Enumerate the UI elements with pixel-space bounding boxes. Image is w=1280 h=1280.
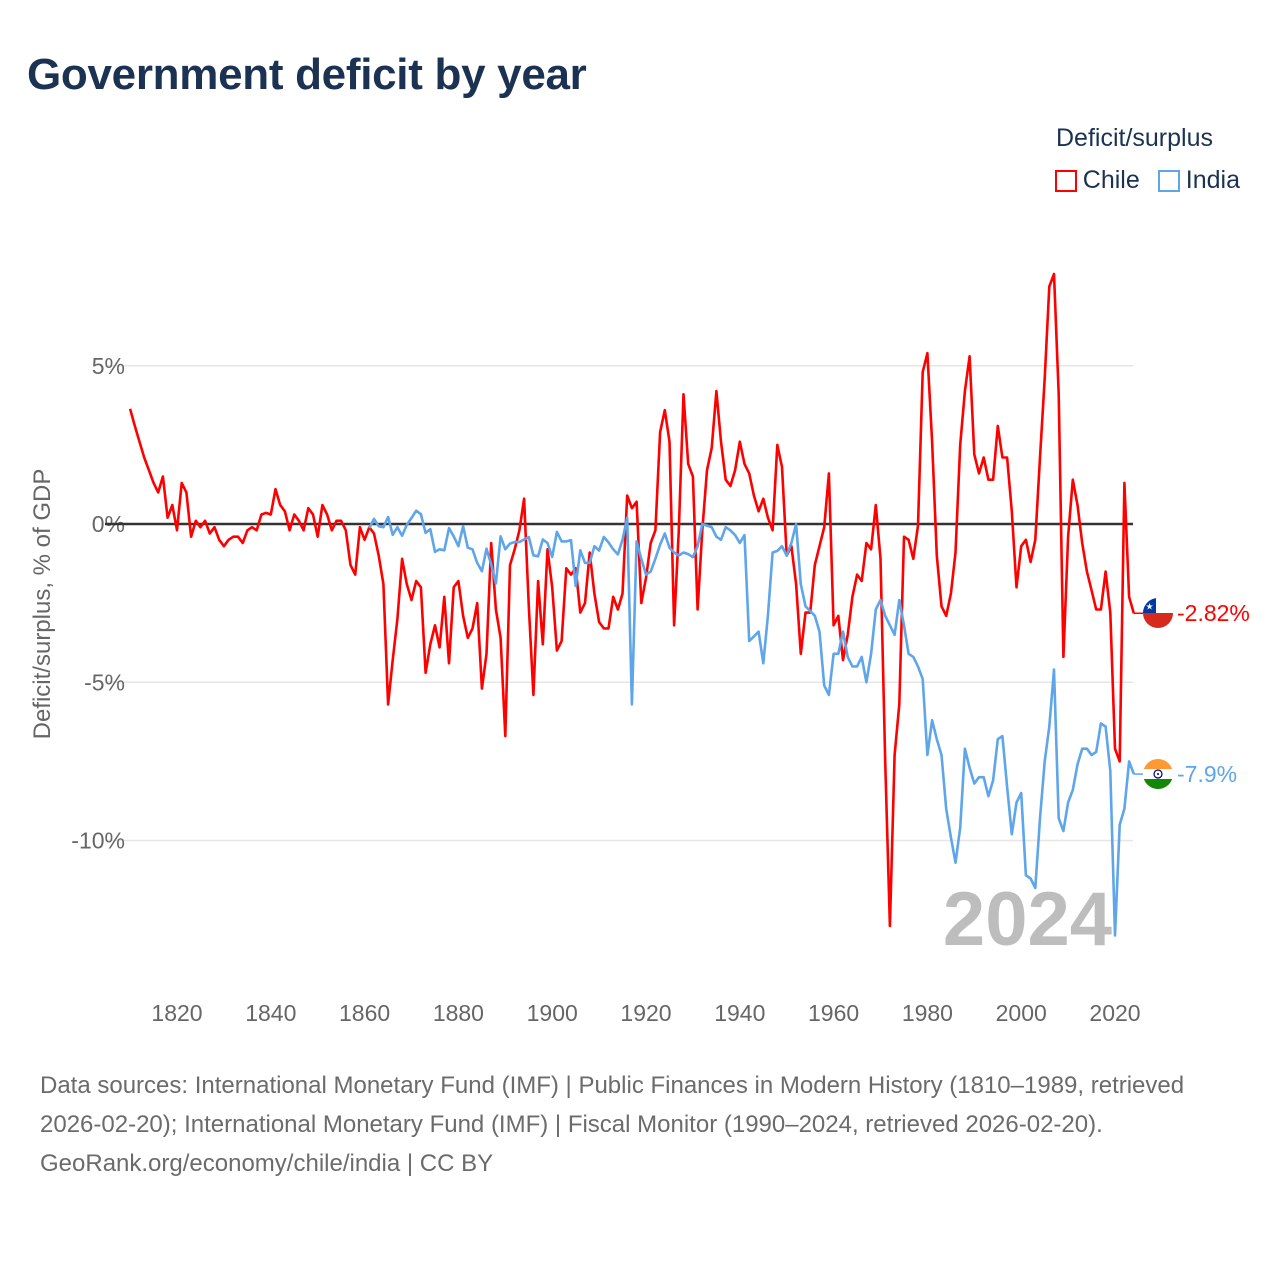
legend-swatch-chile bbox=[1054, 169, 1077, 192]
x-tick-label: 1960 bbox=[808, 1000, 859, 1026]
x-tick-label: 1980 bbox=[902, 1000, 953, 1026]
x-tick-label: 1920 bbox=[620, 1000, 671, 1026]
legend-swatch-india bbox=[1157, 169, 1180, 192]
x-tick-label: 1840 bbox=[245, 1000, 296, 1026]
gridlines bbox=[105, 365, 1133, 842]
legend-item-chile[interactable]: Chile bbox=[1054, 166, 1140, 195]
x-tick-label: 1880 bbox=[433, 1000, 484, 1026]
legend-title: Deficit/surplus bbox=[1056, 124, 1213, 152]
y-axis-label: Deficit/surplus, % of GDP bbox=[29, 469, 56, 740]
x-tick-label: 1860 bbox=[339, 1000, 390, 1026]
x-tick-label: 1820 bbox=[151, 1000, 202, 1026]
india-end-label: -7.9% bbox=[1177, 761, 1237, 787]
y-tick-labels: 5%0%-5%-10% bbox=[71, 353, 125, 854]
india-flag-icon bbox=[1143, 759, 1173, 789]
series-line-india bbox=[368, 509, 1136, 937]
series-lines bbox=[128, 272, 1143, 937]
year-watermark: 2024 bbox=[943, 877, 1112, 962]
x-tick-label: 1900 bbox=[527, 1000, 578, 1026]
x-tick-label: 2000 bbox=[996, 1000, 1047, 1026]
footer: Data sources: International Monetary Fun… bbox=[40, 1066, 1240, 1183]
credit-link[interactable]: GeoRank.org/economy/chile/india | CC BY bbox=[40, 1150, 494, 1177]
svg-text:★: ★ bbox=[1145, 602, 1153, 612]
chile-end-label: -2.82% bbox=[1177, 600, 1250, 626]
chart-title: Government deficit by year bbox=[27, 50, 587, 99]
chart: 5%0%-5%-10% 1820 1840 1860 1880 1900 1920 1940… bbox=[29, 272, 1250, 1026]
data-sources: Data sources: International Monetary Fun… bbox=[40, 1072, 1185, 1138]
x-tick-label: 2020 bbox=[1089, 1000, 1140, 1026]
y-tick-label: -5% bbox=[84, 669, 125, 695]
legend-label-chile: Chile bbox=[1082, 166, 1140, 194]
chile-flag-icon: ★ bbox=[1143, 598, 1173, 628]
x-tick-labels: 1820 1840 1860 1880 1900 1920 1940 1960 1980 2000… bbox=[151, 1000, 1140, 1026]
legend-item-india[interactable]: India bbox=[1157, 166, 1240, 195]
legend-label-india: India bbox=[1185, 166, 1240, 194]
legend: Chile India bbox=[1054, 166, 1240, 195]
series-line-chile bbox=[128, 272, 1136, 928]
y-tick-label: 5% bbox=[92, 353, 125, 379]
x-tick-label: 1940 bbox=[714, 1000, 765, 1026]
y-tick-label: -10% bbox=[71, 828, 125, 854]
